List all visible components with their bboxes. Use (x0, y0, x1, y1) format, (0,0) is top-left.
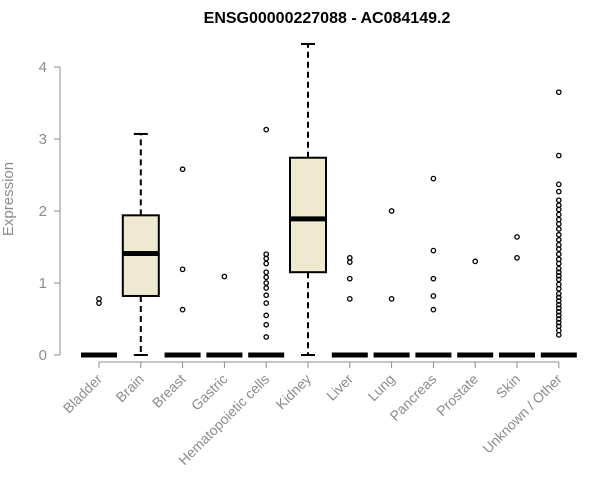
outlier-point (555, 276, 562, 283)
outlier-point (346, 295, 353, 302)
x-tick-label-skin: Skin (493, 371, 524, 402)
outlier-point (263, 321, 270, 328)
outlier-point (555, 226, 562, 232)
outlier-point (179, 166, 186, 173)
y-tick-label-1: 1 (39, 275, 47, 292)
x-tick-label-unknown-other: Unknown / Other (479, 371, 565, 457)
outlier-point (179, 306, 186, 313)
outlier-point (555, 89, 562, 96)
outlier-point (555, 236, 562, 243)
x-tick-label-liver: Liver (323, 371, 356, 404)
outlier-point (346, 275, 353, 282)
y-tick-label-2: 2 (39, 203, 47, 220)
box-unknown-other (540, 89, 577, 358)
outlier-point (263, 292, 270, 299)
box-brain (121, 132, 160, 356)
outlier-point (430, 306, 437, 313)
outlier-point (555, 231, 562, 238)
box-liver (331, 254, 368, 358)
outlier-point (555, 301, 562, 308)
box-skin (499, 234, 535, 358)
y-tick-label-0: 0 (39, 347, 47, 364)
x-tick-label-prostate: Prostate (433, 371, 481, 419)
box-prostate (457, 258, 494, 358)
outlier-point (430, 275, 437, 282)
outlier-point (388, 295, 395, 302)
outlier-point (263, 269, 270, 276)
iqr-box (289, 156, 327, 274)
outlier-point (263, 312, 270, 319)
outlier-point (514, 254, 520, 261)
outlier-point (555, 298, 562, 304)
outlier-point (263, 126, 270, 133)
box-pancreas (415, 175, 452, 358)
box-hematopoietic-cells (248, 126, 285, 358)
x-tick-label-bladder: Bladder (60, 371, 106, 417)
outlier-point (555, 323, 562, 330)
outlier-point (430, 247, 437, 254)
outlier-point (179, 266, 186, 273)
x-tick-label-lung: Lung (364, 371, 397, 404)
outlier-point (555, 308, 562, 315)
outlier-point (263, 251, 270, 258)
outlier-point (263, 285, 270, 291)
outlier-point (388, 208, 395, 214)
outlier-point (555, 319, 562, 326)
outlier-point (221, 273, 228, 280)
box-breast (164, 166, 201, 358)
y-tick-label-3: 3 (39, 131, 47, 148)
outlier-point (555, 181, 562, 188)
boxes-group (81, 42, 577, 358)
outlier-point (555, 312, 562, 319)
box-kidney (289, 42, 327, 356)
outlier-point (555, 316, 562, 322)
outlier-point (346, 254, 353, 261)
outlier-point (430, 293, 437, 299)
outlier-point (555, 269, 562, 276)
x-tick-label-kidney: Kidney (273, 371, 315, 413)
outlier-point (263, 260, 270, 267)
outlier-point (263, 300, 270, 307)
outlier-point (555, 197, 562, 204)
outlier-point (555, 211, 562, 218)
y-tick-label-4: 4 (39, 59, 47, 76)
y-axis-label: Expression (0, 162, 17, 236)
outlier-point (263, 334, 270, 340)
outlier-point (263, 274, 270, 281)
outlier-point (430, 175, 437, 182)
chart-title: ENSG00000227088 - AC084149.2 (204, 10, 451, 27)
outlier-point (555, 188, 562, 195)
outlier-point (555, 294, 562, 301)
outlier-point (555, 152, 562, 159)
outlier-point (472, 258, 479, 265)
y-axis: 0 1 2 3 4 (39, 59, 61, 364)
box-bladder (81, 295, 117, 358)
outlier-point (514, 234, 520, 240)
box-gastric (206, 273, 243, 358)
outlier-point (96, 295, 102, 302)
outlier-point (263, 280, 270, 286)
x-tick-label-brain: Brain (112, 371, 146, 405)
outlier-point (555, 305, 562, 312)
box-lung (373, 208, 410, 358)
outlier-point (555, 251, 562, 258)
x-tick-label-breast: Breast (149, 371, 189, 411)
outlier-point (555, 272, 562, 279)
